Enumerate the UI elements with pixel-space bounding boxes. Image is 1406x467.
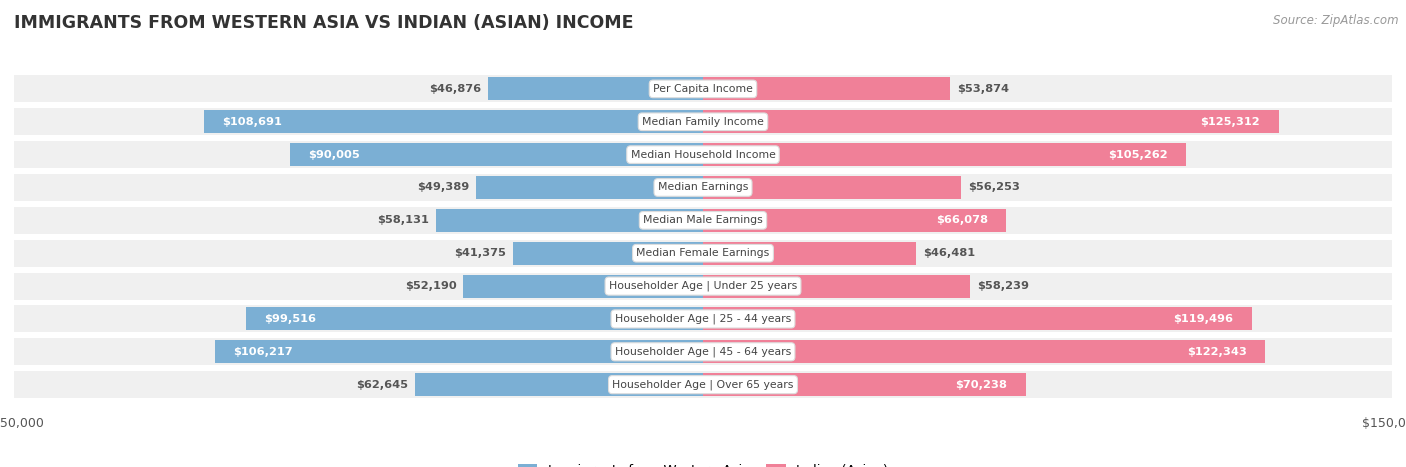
Text: $122,343: $122,343	[1187, 347, 1247, 357]
Bar	[703, 275, 970, 297]
Bar	[14, 303, 1392, 335]
Text: $46,876: $46,876	[429, 84, 481, 94]
Bar	[703, 143, 1187, 166]
Bar	[14, 338, 1392, 365]
Text: Median Earnings: Median Earnings	[658, 183, 748, 192]
Bar	[215, 340, 703, 363]
Text: $46,481: $46,481	[924, 248, 976, 258]
Bar	[14, 138, 1392, 171]
Text: $41,375: $41,375	[454, 248, 506, 258]
Bar	[204, 110, 703, 133]
Text: $108,691: $108,691	[222, 117, 283, 127]
Text: $52,190: $52,190	[405, 281, 457, 291]
Text: Median Female Earnings: Median Female Earnings	[637, 248, 769, 258]
Bar	[703, 373, 1025, 396]
Bar	[14, 273, 1392, 299]
Text: Householder Age | 25 - 44 years: Householder Age | 25 - 44 years	[614, 314, 792, 324]
Bar	[14, 141, 1392, 168]
Text: $49,389: $49,389	[418, 183, 470, 192]
Text: $105,262: $105,262	[1108, 149, 1168, 160]
Bar	[14, 171, 1392, 204]
Bar	[14, 368, 1392, 401]
Text: $99,516: $99,516	[264, 314, 316, 324]
Bar	[14, 371, 1392, 398]
Bar	[14, 269, 1392, 303]
Text: Householder Age | 45 - 64 years: Householder Age | 45 - 64 years	[614, 347, 792, 357]
Bar	[14, 240, 1392, 267]
Bar	[703, 340, 1265, 363]
Text: $106,217: $106,217	[233, 347, 292, 357]
Bar	[14, 108, 1392, 135]
Legend: Immigrants from Western Asia, Indian (Asian): Immigrants from Western Asia, Indian (As…	[512, 459, 894, 467]
Bar	[703, 110, 1278, 133]
Text: Per Capita Income: Per Capita Income	[652, 84, 754, 94]
Bar	[513, 242, 703, 265]
Text: $125,312: $125,312	[1201, 117, 1260, 127]
Text: $90,005: $90,005	[308, 149, 360, 160]
Bar	[14, 76, 1392, 102]
Bar	[290, 143, 703, 166]
Text: $53,874: $53,874	[957, 84, 1010, 94]
Bar	[703, 78, 950, 100]
Bar	[703, 307, 1251, 331]
Text: Householder Age | Over 65 years: Householder Age | Over 65 years	[612, 379, 794, 390]
Bar	[488, 78, 703, 100]
Text: $119,496: $119,496	[1174, 314, 1233, 324]
Bar	[703, 209, 1007, 232]
Bar	[436, 209, 703, 232]
Text: $70,238: $70,238	[955, 380, 1007, 389]
Text: IMMIGRANTS FROM WESTERN ASIA VS INDIAN (ASIAN) INCOME: IMMIGRANTS FROM WESTERN ASIA VS INDIAN (…	[14, 14, 634, 32]
Text: $58,131: $58,131	[377, 215, 429, 226]
Text: $56,253: $56,253	[969, 183, 1021, 192]
Text: Median Household Income: Median Household Income	[630, 149, 776, 160]
Text: $58,239: $58,239	[977, 281, 1029, 291]
Bar	[14, 106, 1392, 138]
Bar	[246, 307, 703, 331]
Bar	[464, 275, 703, 297]
Bar	[703, 176, 962, 199]
Bar	[14, 204, 1392, 237]
Bar	[14, 237, 1392, 269]
Text: $62,645: $62,645	[356, 380, 408, 389]
Text: Median Male Earnings: Median Male Earnings	[643, 215, 763, 226]
Text: Householder Age | Under 25 years: Householder Age | Under 25 years	[609, 281, 797, 291]
Bar	[14, 72, 1392, 106]
Bar	[415, 373, 703, 396]
Bar	[703, 242, 917, 265]
Text: Median Family Income: Median Family Income	[643, 117, 763, 127]
Bar	[14, 207, 1392, 234]
Bar	[14, 174, 1392, 201]
Bar	[14, 305, 1392, 333]
Bar	[14, 335, 1392, 368]
Text: $66,078: $66,078	[936, 215, 988, 226]
Text: Source: ZipAtlas.com: Source: ZipAtlas.com	[1274, 14, 1399, 27]
Bar	[477, 176, 703, 199]
